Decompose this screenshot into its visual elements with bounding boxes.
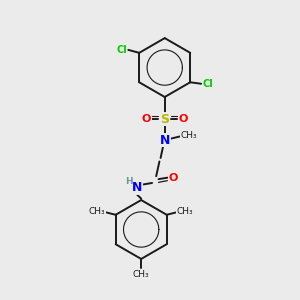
Text: S: S (160, 112, 169, 126)
Text: Cl: Cl (202, 79, 213, 89)
Text: N: N (132, 182, 142, 194)
Text: CH₃: CH₃ (133, 270, 149, 279)
Text: CH₃: CH₃ (89, 207, 105, 216)
Text: O: O (178, 114, 188, 124)
Text: Cl: Cl (116, 45, 127, 55)
Text: CH₃: CH₃ (177, 207, 194, 216)
Text: O: O (142, 114, 151, 124)
Text: O: O (169, 173, 178, 183)
Text: H: H (125, 177, 133, 186)
Text: CH₃: CH₃ (181, 131, 197, 140)
Text: N: N (160, 134, 170, 147)
